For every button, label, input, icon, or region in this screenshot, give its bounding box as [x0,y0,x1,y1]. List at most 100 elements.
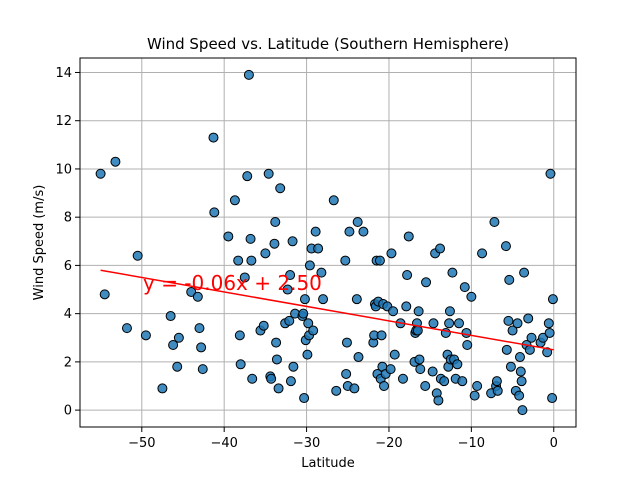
data-point [341,337,352,348]
data-point [421,277,432,288]
data-point [208,132,219,143]
data-point [349,383,360,394]
data-point [246,255,257,266]
data-point [298,308,309,319]
data-point [402,270,413,281]
data-point [304,260,315,271]
data-point [469,390,480,401]
data-point [461,327,472,338]
data-point [209,207,220,218]
data-point [223,231,234,242]
data-point [542,347,553,358]
data-point [316,267,327,278]
data-point [401,301,412,312]
x-axis-label: Latitude [301,456,355,471]
data-point [433,395,444,406]
data-point [385,364,396,375]
data-point [313,243,324,254]
data-point [340,255,351,266]
data-point [282,284,293,295]
x-tick-label: −40 [210,436,237,451]
data-point [389,349,400,360]
y-tick-label: 2 [64,355,72,370]
y-axis-ticks: 0 2 4 6 8 10 12 14 [55,66,80,419]
data-point [428,318,439,329]
data-point [328,195,339,206]
data-point [110,156,121,167]
y-tick-label: 12 [55,114,72,129]
data-point [197,364,208,375]
data-point [544,327,555,338]
data-point [466,291,477,302]
data-point [235,359,246,370]
data-point [353,352,364,363]
data-point [543,318,554,329]
data-point [403,231,414,242]
data-point [271,337,282,348]
data-point [545,168,556,179]
data-point [341,368,352,379]
data-point [140,330,151,341]
data-point [514,390,525,401]
data-point [310,226,321,237]
x-tick-label: −50 [128,436,155,451]
y-tick-label: 8 [64,211,72,226]
data-point [472,381,483,391]
data-point [299,393,310,404]
data-point [285,376,296,387]
data-point [275,183,286,194]
data-point [186,286,197,297]
regression-equation: y = -0.06x + 2.50 [143,271,322,295]
data-point [302,349,313,360]
data-point [462,340,473,350]
data-point [247,373,258,384]
data-point [523,313,534,324]
data-point [285,270,296,281]
data-point [242,171,253,182]
data-point [121,323,132,334]
x-tick-label: −20 [375,436,402,451]
y-tick-label: 4 [64,307,72,322]
y-axis-label: Wind Speed (m/s) [32,185,47,301]
data-point [287,236,298,247]
plot-frame [79,57,577,428]
data-point [245,233,256,244]
y-tick-label: 14 [55,66,72,81]
data-point [303,318,314,329]
data-point [439,376,450,387]
data-point [526,332,537,343]
data-point [388,306,399,317]
data-point [454,318,465,329]
data-point [505,361,516,372]
data-point [500,241,511,252]
data-point [376,330,387,341]
data-point [95,168,106,179]
data-point [507,325,518,336]
data-point [233,255,244,266]
data-point [489,217,500,227]
data-point [196,342,207,353]
data-point [269,238,280,249]
y-tick-label: 0 [64,404,72,419]
data-point [386,248,397,259]
data-point [308,325,319,336]
x-tick-label: 0 [550,436,558,451]
data-point [397,373,408,384]
data-point [492,385,503,396]
y-tick-label: 6 [64,259,72,274]
data-point [515,366,526,377]
x-tick-label: −10 [458,436,485,451]
data-point [344,226,355,237]
data-point [547,393,558,404]
data-point [447,267,458,278]
data-point [157,383,168,394]
data-point [165,311,176,322]
data-point [379,381,390,391]
data-points [95,69,558,416]
data-point [239,272,250,283]
data-point [192,291,203,302]
data-point [435,243,446,254]
data-point [415,364,426,375]
